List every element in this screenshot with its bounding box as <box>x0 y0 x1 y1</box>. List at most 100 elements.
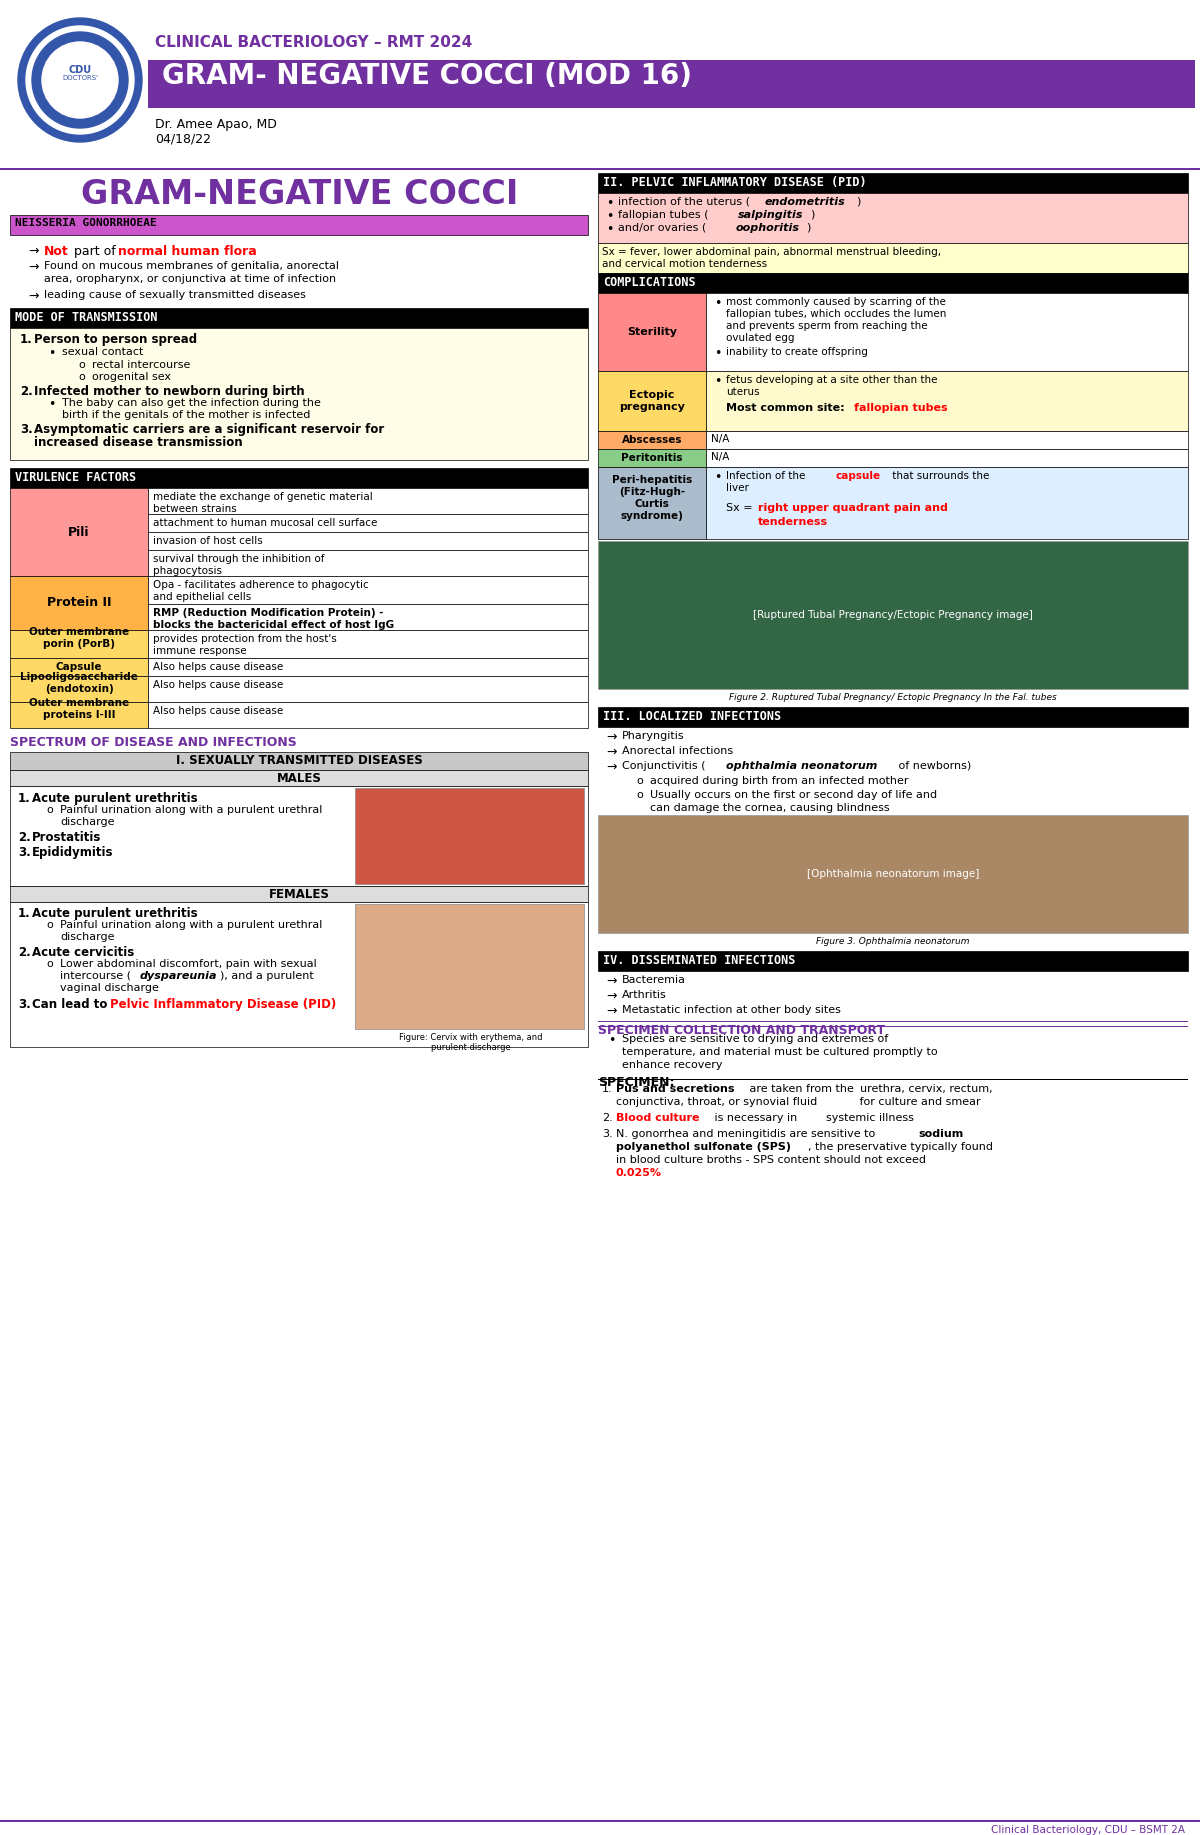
Text: 3.: 3. <box>18 998 31 1011</box>
Text: capsule: capsule <box>836 472 881 481</box>
Text: and/or ovaries (: and/or ovaries ( <box>618 224 707 233</box>
Text: dyspareunia: dyspareunia <box>140 971 217 982</box>
Text: Peritonitis: Peritonitis <box>622 453 683 462</box>
Text: II. PELVIC INFLAMMATORY DISEASE (PID): II. PELVIC INFLAMMATORY DISEASE (PID) <box>604 176 866 189</box>
Text: RMP (Reduction Modification Protein) -: RMP (Reduction Modification Protein) - <box>154 607 384 618</box>
Circle shape <box>42 42 118 117</box>
Text: Conjunctivitis (: Conjunctivitis ( <box>622 762 706 771</box>
Text: COMPLICATIONS: COMPLICATIONS <box>604 275 696 288</box>
Text: →: → <box>606 991 617 1004</box>
Text: and cervical motion tenderness: and cervical motion tenderness <box>602 259 767 270</box>
Text: of newborns): of newborns) <box>895 762 971 771</box>
Text: Curtis: Curtis <box>635 499 670 508</box>
Text: •: • <box>714 297 721 310</box>
Bar <box>706 371 1188 431</box>
Bar <box>148 703 588 728</box>
Bar <box>598 450 706 466</box>
Text: I. SEXUALLY TRANSMITTED DISEASES: I. SEXUALLY TRANSMITTED DISEASES <box>175 754 422 767</box>
Text: inability to create offspring: inability to create offspring <box>726 347 868 358</box>
Text: 2.: 2. <box>602 1114 613 1123</box>
Text: Dr. Amee Apao, MD: Dr. Amee Apao, MD <box>155 117 277 130</box>
Text: increased disease transmission: increased disease transmission <box>34 437 242 450</box>
Text: rectal intercourse: rectal intercourse <box>92 360 191 371</box>
Text: N/A: N/A <box>710 435 730 444</box>
Text: →: → <box>28 246 38 259</box>
Bar <box>598 294 706 371</box>
Circle shape <box>18 18 142 141</box>
Circle shape <box>26 26 134 134</box>
Text: Clinical Bacteriology, CDU – BSMT 2A: Clinical Bacteriology, CDU – BSMT 2A <box>991 1826 1186 1835</box>
Text: 1.: 1. <box>18 906 31 919</box>
Text: ovulated egg: ovulated egg <box>726 332 794 343</box>
Text: 04/18/22: 04/18/22 <box>155 132 211 147</box>
Text: o: o <box>636 791 643 800</box>
Text: invasion of host cells: invasion of host cells <box>154 536 263 547</box>
Bar <box>706 450 1188 466</box>
Text: 2.: 2. <box>18 947 31 960</box>
Text: conjunctiva, throat, or synovial fluid: conjunctiva, throat, or synovial fluid <box>616 1097 817 1107</box>
Bar <box>0 0 1200 171</box>
Text: vaginal discharge: vaginal discharge <box>60 984 158 993</box>
Text: that surrounds the: that surrounds the <box>889 472 989 481</box>
Text: GRAM-NEGATIVE COCCI: GRAM-NEGATIVE COCCI <box>82 178 518 211</box>
Text: (endotoxin): (endotoxin) <box>44 684 113 694</box>
Bar <box>598 815 1188 932</box>
Text: leading cause of sexually transmitted diseases: leading cause of sexually transmitted di… <box>44 290 306 299</box>
Text: enhance recovery: enhance recovery <box>622 1061 722 1070</box>
Text: Opa - facilitates adherence to phagocytic: Opa - facilitates adherence to phagocyti… <box>154 580 368 591</box>
Text: Figure 2. Ruptured Tubal Pregnancy/ Ectopic Pregnancy In the Fal. tubes: Figure 2. Ruptured Tubal Pregnancy/ Ecto… <box>730 694 1057 703</box>
Text: III. LOCALIZED INFECTIONS: III. LOCALIZED INFECTIONS <box>604 710 781 723</box>
Bar <box>598 466 706 539</box>
Bar <box>148 532 588 550</box>
Text: CDU: CDU <box>68 64 91 75</box>
Text: [Ophthalmia neonatorum image]: [Ophthalmia neonatorum image] <box>806 870 979 879</box>
Text: for culture and smear: for culture and smear <box>856 1097 980 1107</box>
Text: Pili: Pili <box>68 525 90 538</box>
Bar <box>148 514 588 532</box>
Text: Pharyngitis: Pharyngitis <box>622 730 685 741</box>
Text: Metastatic infection at other body sites: Metastatic infection at other body sites <box>622 1006 841 1015</box>
Text: •: • <box>606 224 613 237</box>
Text: tenderness: tenderness <box>758 517 828 527</box>
Text: DOCTORS': DOCTORS' <box>62 75 98 81</box>
Bar <box>10 752 588 771</box>
Bar <box>148 576 588 604</box>
Text: Usually occurs on the first or second day of life and: Usually occurs on the first or second da… <box>650 791 937 800</box>
Bar <box>10 308 588 328</box>
Text: •: • <box>48 398 55 411</box>
Text: Figure 3. Ophthalmia neonatorum: Figure 3. Ophthalmia neonatorum <box>816 938 970 947</box>
Text: and epithelial cells: and epithelial cells <box>154 593 251 602</box>
Text: Lipooligosaccharide: Lipooligosaccharide <box>20 672 138 683</box>
Text: •: • <box>714 472 721 484</box>
Bar <box>0 1820 1200 1822</box>
Text: GRAM- NEGATIVE COCCI (MOD 16): GRAM- NEGATIVE COCCI (MOD 16) <box>162 62 692 90</box>
Text: Species are sensitive to drying and extremes of: Species are sensitive to drying and extr… <box>622 1033 888 1044</box>
Text: VIRULENCE FACTORS: VIRULENCE FACTORS <box>14 472 136 484</box>
Text: systemic illness: systemic illness <box>826 1114 914 1123</box>
Text: provides protection from the host's: provides protection from the host's <box>154 635 337 644</box>
Text: part of: part of <box>70 246 120 259</box>
Text: Arthritis: Arthritis <box>622 991 667 1000</box>
Text: CLINICAL BACTERIOLOGY – RMT 2024: CLINICAL BACTERIOLOGY – RMT 2024 <box>155 35 473 50</box>
Bar <box>10 903 588 1048</box>
Text: ): ) <box>810 209 815 220</box>
Text: 1.: 1. <box>18 793 31 806</box>
Text: birth if the genitals of the mother is infected: birth if the genitals of the mother is i… <box>62 409 311 420</box>
Text: Pelvic Inflammatory Disease (PID): Pelvic Inflammatory Disease (PID) <box>110 998 336 1011</box>
Text: Most common site:: Most common site: <box>726 404 848 413</box>
Bar <box>10 488 148 576</box>
Text: endometritis: endometritis <box>766 196 846 207</box>
Text: Abscesses: Abscesses <box>622 435 683 446</box>
Text: Acute purulent urethritis: Acute purulent urethritis <box>32 793 198 806</box>
Text: →: → <box>606 974 617 987</box>
Text: Can lead to: Can lead to <box>32 998 112 1011</box>
Text: o: o <box>46 806 53 815</box>
Text: o: o <box>46 919 53 930</box>
Text: urethra, cervix, rectum,: urethra, cervix, rectum, <box>860 1084 992 1094</box>
Text: pregnancy: pregnancy <box>619 402 685 413</box>
Text: polyanethol sulfonate (SPS): polyanethol sulfonate (SPS) <box>616 1141 791 1152</box>
Bar <box>598 193 1188 242</box>
Text: Figure: Cervix with erythema, and
purulent discharge: Figure: Cervix with erythema, and purule… <box>400 1033 542 1053</box>
Text: Outer membrane: Outer membrane <box>29 697 130 708</box>
Text: right upper quadrant pain and: right upper quadrant pain and <box>758 503 948 514</box>
